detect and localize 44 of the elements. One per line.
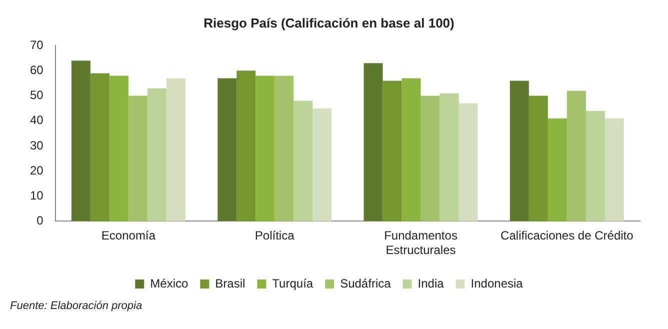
x-tick-label: Política: [254, 228, 295, 243]
legend-label: India: [418, 276, 444, 290]
bar: [274, 76, 294, 222]
y-tick-label: 0: [36, 214, 44, 228]
y-tick-label: 20: [30, 163, 44, 178]
bar: [236, 70, 256, 222]
bar: [312, 108, 332, 222]
bar: [604, 118, 624, 222]
bar: [147, 88, 166, 222]
y-tick-label: 10: [30, 188, 44, 202]
x-tick-label: Calificaciones de Crédito: [500, 228, 634, 243]
legend-label: Turquía: [272, 276, 314, 290]
legend-label: México: [150, 276, 188, 290]
y-tick-label: 30: [30, 138, 44, 152]
bar: [548, 118, 567, 222]
bar: [256, 76, 275, 222]
bar: [528, 96, 548, 222]
source-note: Fuente: Elaboración propia: [9, 300, 144, 312]
bar: [440, 93, 459, 222]
x-tick-label: Fundamentos Estructurales: [384, 228, 458, 258]
bar: [458, 103, 478, 222]
legend-label: Sudáfrica: [340, 276, 392, 290]
chart-title: Riesgo País (Calificación en base al 100): [204, 15, 454, 30]
bar: [364, 63, 383, 222]
legend-label: Indonesia: [470, 276, 524, 290]
bar: [109, 76, 128, 222]
y-tick-label: 50: [30, 88, 44, 102]
bar: [566, 90, 586, 222]
bar: [420, 96, 440, 222]
bar: [510, 80, 529, 222]
y-tick-label: 70: [30, 38, 44, 52]
bar: [71, 60, 90, 222]
bar: [294, 100, 313, 222]
bar: [402, 78, 421, 222]
bar: [382, 80, 402, 222]
y-tick-label: 40: [30, 113, 44, 128]
bar: [166, 78, 186, 222]
bar: [218, 78, 237, 222]
y-tick-label: 60: [30, 63, 44, 77]
legend-label: Brasil: [215, 276, 246, 290]
bar: [586, 110, 605, 222]
x-tick-label: Economía: [101, 228, 156, 243]
bar: [128, 96, 148, 222]
bar: [90, 73, 110, 222]
